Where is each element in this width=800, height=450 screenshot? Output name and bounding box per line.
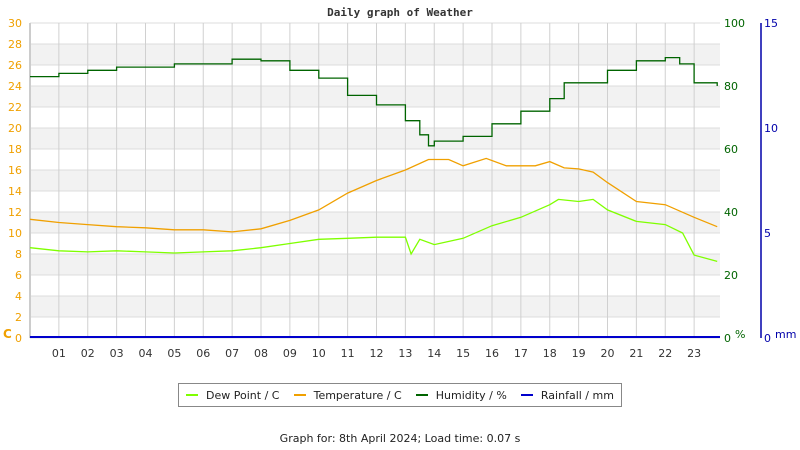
grid-band: [30, 254, 720, 275]
footer-status: Graph for: 8th April 2024; Load time: 0.…: [279, 432, 521, 445]
y-tick-right-humidity: 0: [724, 332, 731, 345]
x-tick: 08: [254, 347, 268, 360]
x-tick: 11: [341, 347, 355, 360]
y-tick-right-humidity: 60: [724, 143, 738, 156]
legend-label: Temperature / C: [313, 388, 402, 402]
temperature-swatch-icon: [293, 394, 306, 396]
grid-band: [30, 212, 720, 233]
grid-band: [30, 128, 720, 149]
humidity-swatch-icon: [415, 394, 428, 396]
legend-label: Humidity / %: [435, 388, 507, 402]
y-tick-left: 20: [8, 122, 22, 135]
x-tick: 07: [225, 347, 239, 360]
y-tick-left: 22: [8, 101, 22, 114]
left-axis-label: C: [3, 327, 12, 341]
x-tick: 17: [514, 347, 528, 360]
grid-band: [30, 44, 720, 65]
x-tick: 03: [110, 347, 124, 360]
legend: Dew Point / C Temperature / C Humidity /…: [178, 383, 622, 407]
y-tick-right-humidity: 80: [724, 80, 738, 93]
y-tick-left: 12: [8, 206, 22, 219]
series-temperature-line: [29, 157, 718, 233]
legend-item-temperature: Temperature / C: [293, 388, 402, 402]
grid-band: [30, 296, 720, 317]
y-tick-left: 30: [8, 17, 22, 30]
y-tick-right-humidity: 40: [724, 206, 738, 219]
y-tick-right-rain: 0: [764, 332, 771, 345]
y-tick-left: 16: [8, 164, 22, 177]
x-tick: 18: [543, 347, 557, 360]
y-tick-left: 2: [15, 311, 22, 324]
y-tick-left: 6: [15, 269, 22, 282]
y-tick-left: 0: [15, 332, 22, 345]
x-tick: 10: [312, 347, 326, 360]
x-tick: 05: [167, 347, 181, 360]
x-tick: 06: [196, 347, 210, 360]
x-tick: 20: [601, 347, 615, 360]
y-tick-right-rain: 5: [764, 227, 771, 240]
x-tick: 16: [485, 347, 499, 360]
grid-band: [30, 86, 720, 107]
chart-title: Daily graph of Weather: [327, 6, 473, 19]
x-tick: 02: [81, 347, 95, 360]
y-tick-left: 24: [8, 80, 22, 93]
legend-item-dew-point: Dew Point / C: [186, 389, 279, 402]
legend-label: Dew Point / C: [206, 388, 280, 402]
x-tick: 13: [398, 347, 412, 360]
x-tick: 22: [658, 347, 672, 360]
x-tick: 14: [427, 347, 441, 360]
x-tick: 09: [283, 347, 297, 360]
rainfall-swatch-icon: [520, 394, 533, 396]
x-tick: 21: [629, 347, 643, 360]
series-dew-line: [29, 198, 718, 263]
legend-item-humidity: Humidity / %: [415, 388, 507, 402]
legend-label: Rainfall / mm: [540, 388, 614, 402]
y-tick-left: 4: [15, 290, 22, 303]
x-tick: 12: [370, 347, 384, 360]
dew-point-swatch-icon: [186, 394, 199, 396]
x-tick: 01: [52, 347, 66, 360]
y-tick-right-rain: 10: [764, 122, 778, 135]
y-tick-right-rain: 15: [764, 17, 778, 30]
y-tick-right-humidity: 100: [724, 17, 745, 30]
y-tick-left: 18: [8, 143, 22, 156]
y-tick-left: 28: [8, 38, 22, 51]
right-axis-humidity-label: %: [735, 328, 745, 341]
y-tick-left: 14: [8, 185, 22, 198]
y-tick-left: 8: [15, 248, 22, 261]
x-tick: 19: [572, 347, 586, 360]
right-axis-rain-label: mm: [775, 328, 796, 341]
x-tick: 04: [139, 347, 153, 360]
y-tick-left: 10: [8, 227, 22, 240]
x-tick: 15: [456, 347, 470, 360]
legend-item-rainfall: Rainfall / mm: [520, 388, 614, 402]
y-tick-left: 26: [8, 59, 22, 72]
x-tick: 23: [687, 347, 701, 360]
series-humidity-line: [30, 56, 718, 147]
y-tick-right-humidity: 20: [724, 269, 738, 282]
